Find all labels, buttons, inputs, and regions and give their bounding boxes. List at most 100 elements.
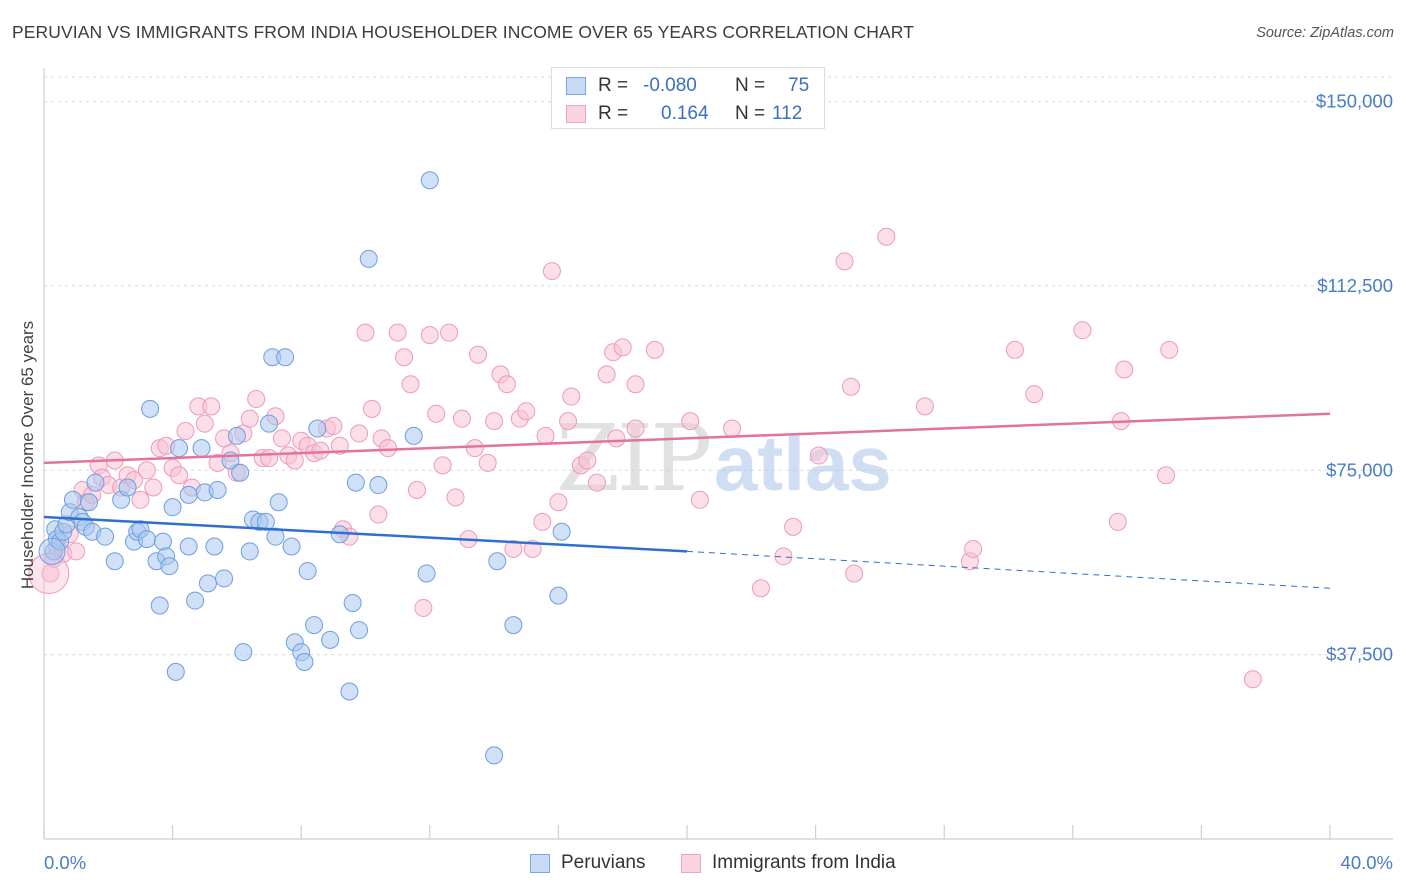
point-india <box>533 512 552 531</box>
point-peruvians <box>308 419 327 438</box>
point-india <box>202 397 221 416</box>
point-india <box>452 409 471 428</box>
point-india <box>562 387 581 406</box>
point-india <box>723 419 742 438</box>
y-axis-label: Householder Income Over 65 years <box>18 321 37 589</box>
point-india <box>272 429 291 448</box>
point-peruvians <box>321 630 340 649</box>
point-india <box>485 412 504 431</box>
n-value: 112 <box>772 103 803 124</box>
point-peruvians <box>504 616 523 635</box>
trend-line-india <box>43 412 1331 465</box>
point-peruvians <box>141 399 160 418</box>
point-india <box>420 326 439 345</box>
point-india <box>362 399 381 418</box>
gridlines <box>44 76 1393 656</box>
point-india <box>170 466 189 485</box>
point-india <box>285 451 304 470</box>
point-peruvians <box>488 552 507 571</box>
stat-row-peruvians: R = -0.080 N = 75 <box>566 75 826 99</box>
point-india <box>446 488 465 507</box>
point-peruvians <box>240 542 259 561</box>
point-peruvians <box>231 463 250 482</box>
point-peruvians <box>305 616 324 635</box>
n-label: N = <box>735 75 766 96</box>
point-india <box>311 441 330 460</box>
point-india <box>195 414 214 433</box>
point-india <box>845 564 864 583</box>
point-peruvians <box>276 348 295 367</box>
point-india <box>523 539 542 558</box>
point-india <box>440 323 459 342</box>
point-peruvians <box>118 478 137 497</box>
point-india <box>835 252 854 271</box>
point-india <box>877 227 896 246</box>
point-peruvians <box>420 171 439 190</box>
point-peruvians <box>369 476 388 495</box>
x-tick-label: 40.0% <box>1341 852 1393 873</box>
point-peruvians <box>160 557 179 576</box>
point-peruvians <box>282 537 301 556</box>
point-peruvians <box>163 498 182 517</box>
point-india <box>559 412 578 431</box>
point-peruvians <box>269 493 288 512</box>
legend: Peruvians Immigrants from India <box>0 851 1406 877</box>
point-peruvians <box>295 653 314 672</box>
point-india <box>536 426 555 445</box>
point-peruvians <box>179 485 198 504</box>
point-peruvians <box>256 512 275 531</box>
stat-row-india: R = 0.164 N = 112 <box>566 103 826 127</box>
point-india <box>549 493 568 512</box>
legend-swatch-india <box>681 854 701 873</box>
point-india <box>751 579 770 598</box>
point-peruvians <box>86 473 105 492</box>
n-value: 75 <box>788 75 810 96</box>
r-label: R = <box>598 75 629 96</box>
legend-label: Peruvians <box>561 852 646 873</box>
point-india <box>260 449 279 467</box>
point-india <box>240 409 259 428</box>
point-peruvians <box>208 480 227 499</box>
point-peruvians <box>186 591 205 610</box>
point-india <box>356 323 375 342</box>
point-peruvians <box>552 522 571 541</box>
point-india <box>1160 340 1179 359</box>
point-india <box>626 419 645 438</box>
point-peruvians <box>227 426 246 445</box>
correlation-stats-box: R = -0.080 N = 75 R = 0.164 N = 112 <box>551 67 825 129</box>
point-india <box>1115 360 1134 379</box>
point-india <box>809 446 828 465</box>
point-india <box>587 473 606 492</box>
stat-swatch-pink <box>566 105 586 123</box>
axes <box>43 68 1393 840</box>
y-tick-label: $112,500 <box>1317 275 1393 296</box>
point-india <box>401 375 420 394</box>
point-peruvians <box>192 439 211 458</box>
point-india <box>131 490 150 509</box>
point-india <box>407 480 426 499</box>
point-peruvians <box>404 426 423 445</box>
stat-swatch-blue <box>566 77 586 95</box>
point-india <box>324 417 343 436</box>
point-india <box>395 348 414 367</box>
point-india <box>497 375 516 394</box>
watermark: ZIP atlas <box>556 405 892 512</box>
point-india <box>681 412 700 431</box>
point-peruvians <box>80 493 99 512</box>
point-india <box>517 402 536 421</box>
r-value: -0.080 <box>643 75 697 96</box>
point-india <box>964 539 983 558</box>
point-india <box>784 517 803 536</box>
point-india <box>626 375 645 394</box>
point-peruvians <box>63 490 82 509</box>
point-peruvians <box>298 562 317 581</box>
point-india <box>478 453 497 472</box>
point-india <box>1025 385 1044 404</box>
point-india <box>542 262 561 281</box>
r-label: R = <box>598 103 629 124</box>
point-india <box>504 539 523 558</box>
legend-label: Immigrants from India <box>712 852 896 873</box>
trend-lines <box>43 412 1331 589</box>
point-peruvians <box>170 439 189 458</box>
